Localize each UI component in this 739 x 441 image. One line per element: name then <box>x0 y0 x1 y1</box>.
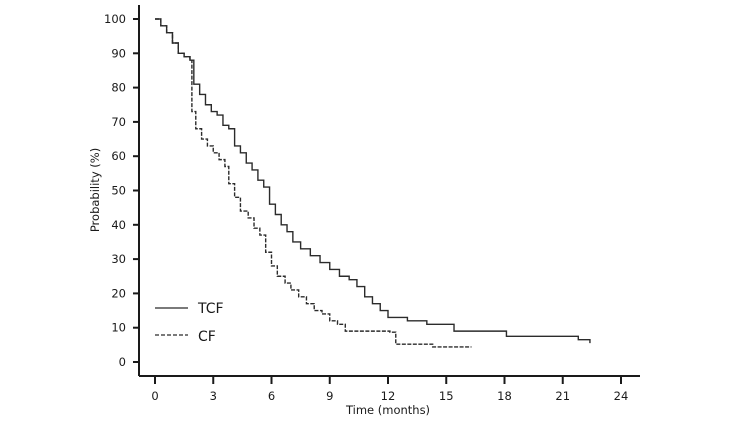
y-tick-label: 100 <box>104 12 126 26</box>
x-tick-label: 18 <box>497 389 512 403</box>
y-tick-label: 70 <box>111 115 126 129</box>
x-tick-label: 24 <box>614 389 629 403</box>
y-tick-label: 80 <box>111 81 126 95</box>
y-axis-title: Probability (%) <box>88 148 102 232</box>
axes <box>138 5 640 377</box>
legend-label-tcf: TCF <box>197 301 224 317</box>
y-tick-label: 40 <box>111 218 126 232</box>
legend: TCF CF <box>155 301 224 345</box>
y-tick-label: 60 <box>111 149 126 163</box>
y-tick-label: 0 <box>119 355 126 369</box>
x-ticks: 0 3 6 9 12 15 18 21 24 <box>151 376 628 403</box>
x-tick-label: 3 <box>210 389 217 403</box>
x-tick-label: 6 <box>268 389 275 403</box>
x-tick-label: 9 <box>326 389 333 403</box>
y-tick-label: 30 <box>111 252 126 266</box>
y-tick-label: 20 <box>111 286 126 300</box>
y-tick-label: 10 <box>111 321 126 335</box>
x-tick-label: 0 <box>151 389 158 403</box>
series-group <box>155 18 591 348</box>
series-line-cf <box>155 18 472 348</box>
y-tick-label: 90 <box>111 46 126 60</box>
y-ticks: 0 10 20 30 40 50 60 70 80 90 100 <box>104 12 139 369</box>
x-tick-label: 15 <box>439 389 454 403</box>
legend-label-cf: CF <box>198 329 216 345</box>
x-tick-label: 12 <box>381 389 396 403</box>
x-tick-label: 21 <box>555 389 570 403</box>
y-tick-label: 50 <box>111 184 126 198</box>
series-line-tcf <box>155 18 591 344</box>
x-axis-title: Time (months) <box>345 403 430 417</box>
